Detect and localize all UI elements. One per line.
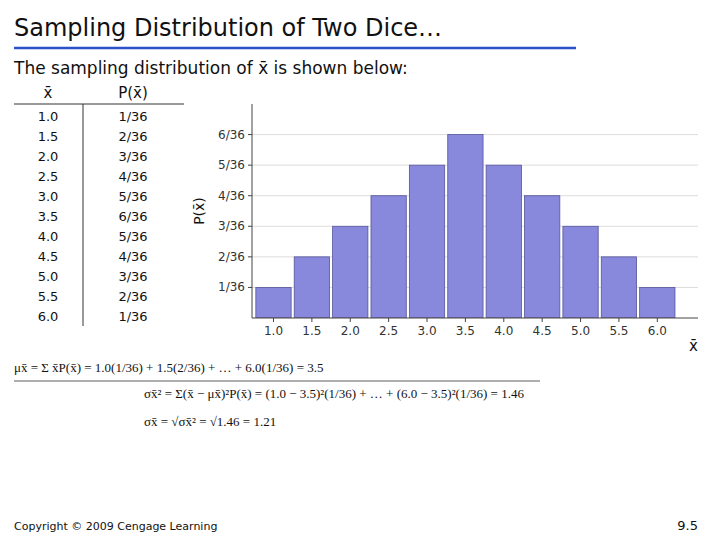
bar <box>486 165 521 318</box>
x-axis-label: x̄ <box>689 337 698 355</box>
y-tick <box>248 165 252 166</box>
table-cell: 2.5 <box>38 169 59 184</box>
formula: μx̄ = Σ x̄P(x̄) = 1.0(1/36) + 1.5(2/36) … <box>14 360 323 375</box>
bar <box>294 257 329 318</box>
x-tick-label: 1.0 <box>264 324 283 338</box>
x-tick-label: 4.5 <box>533 324 552 338</box>
x-tick-label: 5.5 <box>609 324 628 338</box>
bar <box>601 257 636 318</box>
title-underline <box>14 47 576 50</box>
table-header: P(x̄) <box>118 84 148 102</box>
table-cell: 2.0 <box>38 149 59 164</box>
table-cell: 6.0 <box>38 309 59 324</box>
y-tick <box>248 287 252 288</box>
table-cell: 2/36 <box>118 129 147 144</box>
bar <box>525 196 560 318</box>
page: Sampling Distribution of Two Dice… The sa… <box>0 0 720 540</box>
table-cell: 5.5 <box>38 289 59 304</box>
bar <box>448 135 483 318</box>
table-rule <box>14 104 184 105</box>
source: Copyright © 2009 Cengage Learning <box>14 520 217 533</box>
x-tick <box>542 318 543 322</box>
x-tick-label: 3.5 <box>456 324 475 338</box>
chart: 1.0 1.5 2.0 2.5 3.0 3.5 4.0 4.5 5.0 5.5 6.0 1/36 2/3… <box>191 104 698 355</box>
table-cell: 5/36 <box>118 229 147 244</box>
y-tick <box>248 134 252 135</box>
formula: σx̄² = Σ(x̄ − μx̄)²P(x̄) = (1.0 − 3.5)²(… <box>144 386 524 401</box>
table-cell: 5.0 <box>38 269 59 284</box>
x-tick <box>311 318 312 322</box>
x-tick-label: 4.0 <box>494 324 513 338</box>
x-tick <box>465 318 466 322</box>
table-cell: 1/36 <box>118 309 147 324</box>
y-tick <box>248 195 252 196</box>
x-tick <box>350 318 351 322</box>
table-cell: 3/36 <box>118 149 147 164</box>
formula-underline <box>14 381 540 382</box>
table-cell: 1/36 <box>118 109 147 124</box>
table-divider <box>83 104 84 326</box>
bar <box>371 196 406 318</box>
y-tick-label: 4/36 <box>218 189 245 203</box>
bars <box>256 135 675 318</box>
y-tick-label: 2/36 <box>218 250 245 264</box>
x-tick-label: 2.5 <box>379 324 398 338</box>
y-axis-line <box>252 104 253 318</box>
y-tick-label: 5/36 <box>218 158 245 172</box>
x-tick-label: 1.5 <box>302 324 321 338</box>
bar <box>640 287 675 318</box>
x-tick-label: 6.0 <box>648 324 667 338</box>
x-tick-label: 2.0 <box>341 324 360 338</box>
y-tick <box>248 256 252 257</box>
x-tick-label: 3.0 <box>417 324 436 338</box>
table-cell: 5/36 <box>118 189 147 204</box>
table-cell: 3.0 <box>38 189 59 204</box>
bar <box>409 165 444 318</box>
table-cell: 3/36 <box>118 269 147 284</box>
table-cell: 2/36 <box>118 289 147 304</box>
x-axis-line <box>252 318 698 319</box>
table-cell: 4.0 <box>38 229 59 244</box>
x-tick <box>503 318 504 322</box>
bar <box>563 226 598 318</box>
table-cell: 1.0 <box>38 109 59 124</box>
y-tick <box>248 226 252 227</box>
bar <box>256 287 291 318</box>
table-cell: 1.5 <box>38 129 59 144</box>
y-tick-label: 1/36 <box>218 280 245 294</box>
subtitle: The sampling distribution of x̄ is shown… <box>13 58 408 78</box>
table-cell: 3.5 <box>38 209 59 224</box>
table-cell: 6/36 <box>118 209 147 224</box>
x-tick <box>618 318 619 322</box>
y-tick-label: 3/36 <box>218 219 245 233</box>
x-tick-label: 5.0 <box>571 324 590 338</box>
x-tick <box>388 318 389 322</box>
page-number: 9.5 <box>677 518 698 533</box>
y-tick-label: 6/36 <box>218 128 245 142</box>
x-tick <box>580 318 581 322</box>
table: x̄ P(x̄) 1.0 1/36 1.5 2/36 2.0 3/36 2.5 4/36 3.0 5/… <box>14 84 184 326</box>
y-axis-label: P(x̄) <box>191 197 207 225</box>
bar <box>333 226 368 318</box>
title: Sampling Distribution of Two Dice… <box>14 14 442 42</box>
formula: σx̄ = √σx̄² = √1.46 = 1.21 <box>144 414 276 429</box>
table-cell: 4/36 <box>118 249 147 264</box>
table-cell: 4/36 <box>118 169 147 184</box>
x-tick <box>273 318 274 322</box>
table-header: x̄ <box>44 84 53 102</box>
x-tick <box>427 318 428 322</box>
table-cell: 4.5 <box>38 249 59 264</box>
x-tick <box>657 318 658 322</box>
